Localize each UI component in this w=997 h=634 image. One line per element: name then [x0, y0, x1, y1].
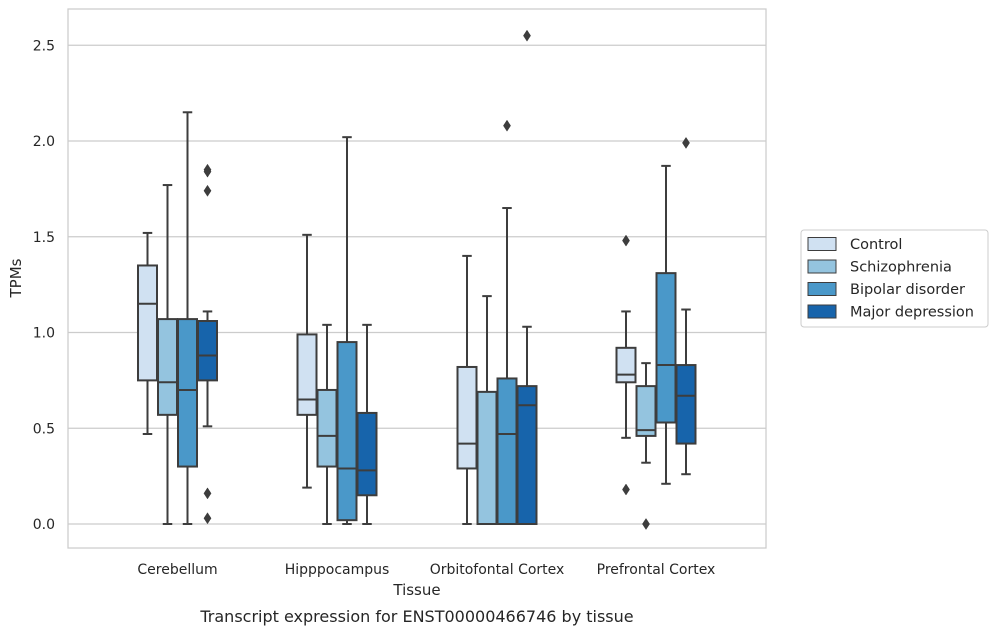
- box-iqr: [456, 365, 478, 470]
- x-tick-labels: Cerebellum Hipppocampus Orbitofontal Corte…: [137, 562, 715, 578]
- outlier-point: [503, 119, 511, 132]
- outlier-point: [203, 487, 212, 500]
- legend-label: Bipolar disorder: [850, 282, 965, 298]
- outlier-point: [622, 234, 630, 247]
- box-bipolar-disorder: [655, 164, 677, 485]
- box-iqr: [356, 411, 378, 497]
- figure-caption: Transcript expression for ENST0000046674…: [199, 607, 633, 626]
- y-tick-label: 1.0: [33, 326, 55, 342]
- x-tick-label: Cerebellum: [137, 562, 217, 578]
- legend-label: Major depression: [850, 305, 974, 321]
- box-schizophrenia: [635, 362, 657, 530]
- box-layer: [137, 29, 697, 530]
- legend-label: Control: [850, 237, 902, 253]
- box-schizophrenia: [476, 295, 498, 525]
- box-iqr: [476, 390, 498, 525]
- legend: Control Schizophrenia Bipolar disorder Majo…: [800, 229, 989, 328]
- x-axis-label: Tissue: [392, 581, 440, 599]
- x-tick-label: Hipppocampus: [285, 562, 390, 578]
- y-tick-label: 2.0: [33, 134, 55, 150]
- box-control: [137, 231, 158, 435]
- y-tick-label: 0.5: [33, 421, 55, 437]
- box-major-depression: [356, 323, 378, 525]
- outlier-point: [682, 136, 690, 149]
- box-schizophrenia: [316, 323, 338, 525]
- box-control: [456, 254, 478, 525]
- box-iqr: [615, 346, 637, 384]
- box-bipolar-disorder: [496, 119, 518, 525]
- box-iqr: [296, 333, 318, 416]
- plot-area-frame: [67, 8, 767, 549]
- box-iqr: [197, 320, 218, 382]
- outlier-point: [203, 165, 212, 178]
- box-control: [615, 234, 637, 496]
- legend-swatch: [807, 282, 837, 296]
- legend-swatch: [807, 237, 837, 251]
- box-iqr: [516, 385, 538, 525]
- box-iqr: [496, 377, 518, 525]
- box-iqr: [675, 364, 697, 445]
- outlier-point: [523, 29, 531, 42]
- box-bipolar-disorder: [177, 111, 198, 525]
- legend-swatch: [807, 304, 837, 319]
- x-tick-label: Orbitofontal Cortex: [430, 562, 565, 578]
- outlier-point: [642, 518, 650, 530]
- box-bipolar-disorder: [336, 136, 358, 525]
- y-tick-label: 0.0: [33, 517, 55, 533]
- x-tick-label: Prefrontal Cortex: [597, 562, 716, 578]
- box-iqr: [157, 318, 178, 416]
- box-iqr: [336, 341, 358, 522]
- box-iqr: [316, 388, 338, 468]
- y-tick-label: 2.5: [33, 38, 55, 54]
- box-major-depression: [197, 163, 218, 525]
- box-control: [296, 233, 318, 489]
- box-major-depression: [675, 136, 697, 476]
- outlier-point: [203, 512, 212, 525]
- box-iqr: [655, 272, 677, 424]
- box-iqr: [635, 385, 657, 437]
- box-schizophrenia: [157, 184, 178, 525]
- box-iqr: [177, 318, 198, 468]
- legend-swatch: [807, 259, 837, 274]
- y-tick-labels: 0.0 0.5 1.0 1.5 2.0 2.5: [33, 38, 55, 533]
- outlier-point: [622, 483, 630, 496]
- legend-frame: [800, 229, 989, 328]
- box-iqr: [137, 264, 158, 382]
- y-tick-label: 1.5: [33, 230, 55, 246]
- y-axis-label: TPMs: [7, 258, 25, 298]
- legend-label: Schizophrenia: [850, 260, 952, 276]
- outlier-point: [203, 184, 212, 197]
- box-major-depression: [516, 29, 538, 525]
